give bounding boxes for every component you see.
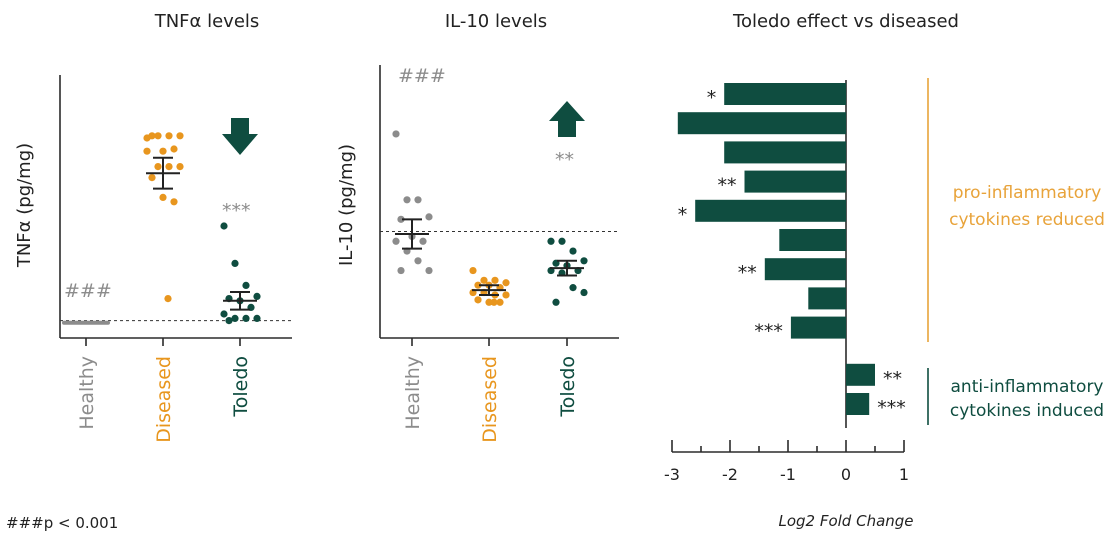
bar	[808, 287, 846, 310]
data-point	[547, 237, 555, 245]
data-point	[225, 317, 233, 325]
x-tick-label: -3	[664, 465, 680, 484]
bar-significance: **	[738, 262, 757, 284]
x-tick-label: Diseased	[479, 356, 501, 443]
data-point	[414, 196, 422, 204]
data-point	[397, 266, 405, 275]
data-point	[580, 288, 588, 297]
data-point	[469, 266, 477, 275]
data-point	[392, 237, 400, 245]
data-point	[580, 257, 588, 265]
x-tick-label: Healthy	[76, 356, 98, 430]
y-axis-label: IL-10 (pg/mg)	[336, 144, 357, 266]
footnote: ###p < 0.001	[6, 514, 119, 532]
x-axis-label: Log2 Fold Change	[778, 512, 913, 530]
data-point	[558, 237, 566, 245]
data-point	[502, 291, 510, 299]
data-point	[253, 292, 261, 300]
x-tick-label: 0	[841, 465, 851, 484]
data-point	[231, 314, 239, 322]
data-point	[154, 132, 162, 140]
x-tick-label: Toledo	[230, 356, 252, 418]
data-point	[569, 247, 577, 255]
data-point	[176, 132, 184, 140]
data-point	[148, 132, 156, 140]
data-point	[154, 163, 162, 171]
up-arrow-icon	[549, 101, 585, 137]
data-point	[242, 314, 250, 322]
panel-title: Toledo effect vs diseased	[732, 11, 959, 32]
panel-title: TNFα levels	[154, 11, 260, 32]
bar	[724, 141, 846, 164]
bar-significance: **	[718, 175, 737, 197]
data-point	[176, 163, 184, 171]
data-point	[165, 132, 173, 140]
bar	[744, 170, 846, 193]
y-axis-label: TNFα (pg/mg)	[14, 143, 35, 268]
bar-significance: ***	[754, 321, 783, 343]
data-point	[474, 296, 482, 304]
bar	[846, 363, 875, 386]
bar	[764, 258, 846, 281]
bar	[846, 393, 870, 415]
data-point	[397, 215, 405, 223]
bar-significance: **	[883, 368, 902, 390]
data-point	[569, 284, 577, 292]
data-point	[170, 198, 178, 206]
data-point	[392, 130, 400, 138]
data-point	[403, 196, 411, 204]
data-point	[425, 213, 433, 221]
data-point	[165, 163, 173, 171]
data-point	[552, 298, 560, 306]
data-point	[485, 298, 493, 306]
bar	[695, 199, 846, 222]
data-point	[242, 281, 250, 289]
data-point	[143, 147, 151, 155]
data-point	[159, 193, 167, 201]
x-tick-label: 1	[899, 465, 909, 484]
x-tick-label: Healthy	[402, 356, 424, 430]
x-tick-label: -1	[780, 465, 796, 484]
data-point	[414, 257, 422, 265]
data-point	[148, 174, 156, 182]
data-point	[502, 279, 510, 287]
panel-title: IL-10 levels	[445, 11, 547, 32]
data-point	[159, 147, 167, 155]
bar	[677, 112, 846, 135]
data-point	[164, 295, 172, 303]
significance-annotation: ###	[64, 280, 112, 302]
bar-significance: *	[678, 204, 688, 226]
bar-significance: ***	[877, 397, 906, 419]
significance-annotation: ***	[222, 200, 251, 222]
bar-significance: *	[707, 87, 717, 109]
significance-annotation: **	[555, 149, 574, 171]
data-point	[231, 259, 239, 267]
bar	[790, 316, 846, 339]
data-point	[491, 276, 499, 284]
x-tick-label: Diseased	[153, 356, 175, 443]
significance-annotation: ###	[398, 65, 446, 87]
group-label: pro-inflammatory cytokines reduced	[949, 183, 1105, 230]
down-arrow-icon	[222, 118, 258, 155]
data-point	[425, 266, 433, 275]
data-point	[496, 298, 504, 306]
x-tick-label: -2	[722, 465, 738, 484]
data-point	[220, 310, 228, 318]
data-point	[170, 145, 178, 153]
data-point	[253, 314, 261, 322]
data-point	[474, 281, 482, 289]
data-point	[220, 222, 228, 230]
data-point	[419, 237, 427, 245]
group-label: anti-inflammatory cytokines induced	[950, 377, 1104, 421]
x-tick-label: Toledo	[557, 356, 579, 418]
data-point	[490, 298, 498, 306]
bar	[779, 229, 846, 251]
data-point	[480, 276, 488, 284]
bar	[724, 83, 846, 105]
